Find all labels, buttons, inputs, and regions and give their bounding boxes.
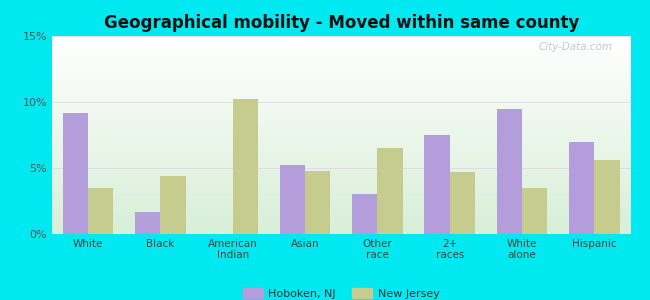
Bar [450, 172, 475, 234]
Bar [522, 188, 547, 234]
Bar [135, 212, 161, 234]
Bar [233, 99, 258, 234]
Text: City-Data.com: City-Data.com [539, 42, 613, 52]
Bar [352, 194, 378, 234]
Legend: Hoboken, NJ, New Jersey: Hoboken, NJ, New Jersey [238, 284, 445, 300]
Bar [305, 171, 330, 234]
Bar [378, 148, 403, 234]
Bar [63, 112, 88, 234]
Bar [280, 165, 305, 234]
Bar [88, 188, 114, 234]
Bar [161, 176, 186, 234]
Bar [594, 160, 619, 234]
Bar [569, 142, 594, 234]
Bar [497, 109, 522, 234]
Title: Geographical mobility - Moved within same county: Geographical mobility - Moved within sam… [103, 14, 579, 32]
Bar [424, 135, 450, 234]
